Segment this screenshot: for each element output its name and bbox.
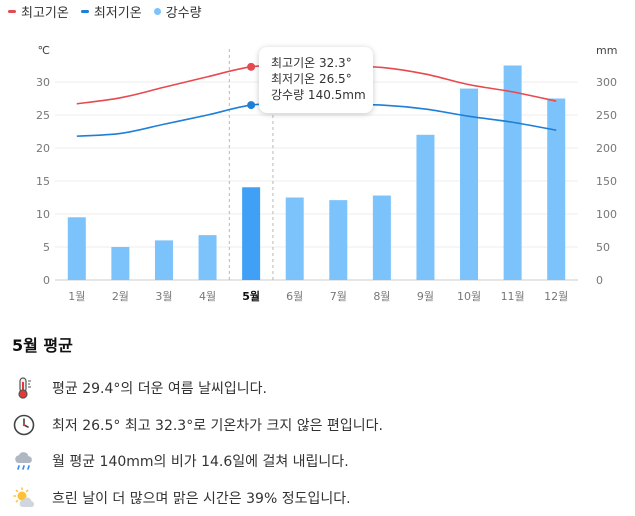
precipitation-bar xyxy=(155,240,173,280)
x-tick-label: 6월 xyxy=(286,290,303,303)
x-tick-label: 7월 xyxy=(330,290,347,303)
summary-row-range: 최저 26.5° 최고 32.3°로 기온차가 크지 않은 편입니다. xyxy=(12,407,383,444)
summary-row-rain: 월 평균 140mm의 비가 14.6일에 걸쳐 내립니다. xyxy=(12,443,383,480)
precipitation-bar xyxy=(373,196,391,280)
summary-text-temperature: 평균 29.4°의 더운 여름 날씨입니다. xyxy=(52,378,267,398)
precipitation-bar xyxy=(547,99,565,281)
y-right-tick-label: 300 xyxy=(596,76,617,89)
y-left-tick-label: 20 xyxy=(36,142,50,155)
y-right-tick-label: 0 xyxy=(596,274,603,287)
summary-text-rain: 월 평균 140mm의 비가 14.6일에 걸쳐 내립니다. xyxy=(52,451,349,471)
tooltip-rain: 강수량 140.5mm xyxy=(271,87,373,103)
y-left-tick-label: 5 xyxy=(43,241,50,254)
precipitation-bar xyxy=(504,66,522,281)
chart-tooltip: 최고기온 32.3° 최저기온 26.5° 강수량 140.5mm xyxy=(259,47,373,113)
low-temp-point xyxy=(247,101,255,109)
y-right-tick-label: 250 xyxy=(596,109,617,122)
sun-cloud-icon xyxy=(12,486,36,510)
y-left-unit: ℃ xyxy=(38,44,50,57)
x-tick-label: 10월 xyxy=(457,290,481,303)
summary-title: 5월 평균 xyxy=(12,332,383,356)
y-right-unit: mm xyxy=(596,44,617,57)
y-right-tick-label: 200 xyxy=(596,142,617,155)
precipitation-bar xyxy=(111,247,129,280)
x-tick-label: 1월 xyxy=(68,290,85,303)
thermometer-icon xyxy=(12,376,36,400)
x-tick-label: 2월 xyxy=(112,290,129,303)
y-left-tick-label: 25 xyxy=(36,109,50,122)
summary-row-sun: 흐린 날이 더 많으며 맑은 시간은 39% 정도입니다. xyxy=(12,480,383,516)
y-right-tick-label: 50 xyxy=(596,241,610,254)
monthly-summary: 5월 평균 평균 29.4°의 더운 여름 날씨입니다. 최저 26.5° 최고… xyxy=(12,332,383,516)
x-tick-label: 5월 xyxy=(242,289,260,303)
summary-row-temperature: 평균 29.4°의 더운 여름 날씨입니다. xyxy=(12,370,383,407)
x-tick-label: 8월 xyxy=(373,290,390,303)
y-left-tick-label: 30 xyxy=(36,76,50,89)
precipitation-bar xyxy=(242,187,260,280)
y-left-tick-label: 15 xyxy=(36,175,50,188)
x-tick-label: 4월 xyxy=(199,290,216,303)
x-tick-label: 9월 xyxy=(417,290,434,303)
summary-text-range: 최저 26.5° 최고 32.3°로 기온차가 크지 않은 편입니다. xyxy=(52,415,383,435)
high-temp-point xyxy=(247,63,255,71)
y-left-tick-label: 0 xyxy=(43,274,50,287)
y-right-tick-label: 150 xyxy=(596,175,617,188)
tooltip-low: 최저기온 26.5° xyxy=(271,71,373,87)
precipitation-bar xyxy=(199,235,217,280)
precipitation-bar xyxy=(329,200,347,280)
rain-cloud-icon xyxy=(12,449,36,473)
summary-text-sun: 흐린 날이 더 많으며 맑은 시간은 39% 정도입니다. xyxy=(52,488,351,508)
precipitation-bar xyxy=(416,135,434,280)
clock-icon xyxy=(12,413,36,437)
y-right-tick-label: 100 xyxy=(596,208,617,221)
precipitation-bar xyxy=(286,198,304,281)
x-tick-label: 3월 xyxy=(155,290,172,303)
precipitation-bar xyxy=(68,217,86,280)
tooltip-high: 최고기온 32.3° xyxy=(271,55,373,71)
x-tick-label: 11월 xyxy=(501,290,525,303)
y-left-tick-label: 10 xyxy=(36,208,50,221)
x-tick-label: 12월 xyxy=(544,290,568,303)
